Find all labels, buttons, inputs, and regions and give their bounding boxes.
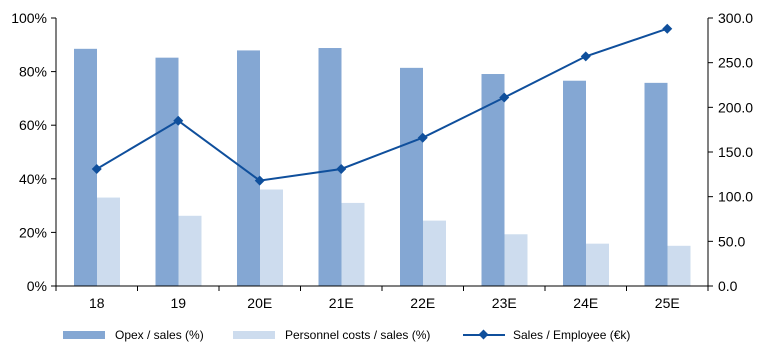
bar-opex-18 xyxy=(74,48,97,286)
x-tick-label-20E: 20E xyxy=(247,295,272,311)
bar-opex-20E xyxy=(237,50,260,286)
bar-opex-21E xyxy=(318,48,342,287)
legend-swatch-personnel xyxy=(233,331,275,339)
bar-personnel-22E xyxy=(423,220,446,286)
bar-personnel-18 xyxy=(97,197,120,286)
marker-sales-per-employee-22E xyxy=(417,132,428,143)
bar-opex-24E xyxy=(563,80,586,286)
marker-sales-per-employee-19 xyxy=(173,115,184,126)
y-right-tick-label: 300.0 xyxy=(718,10,753,26)
y-right-tick-label: 0.0 xyxy=(718,278,738,294)
marker-sales-per-employee-25E xyxy=(662,23,673,34)
x-tick-label-21E: 21E xyxy=(329,295,354,311)
legend-swatch-sales-per-employee xyxy=(463,329,505,340)
x-tick-label-19: 19 xyxy=(170,295,186,311)
bar-personnel-20E xyxy=(260,189,283,286)
bar-opex-25E xyxy=(644,82,668,286)
combo-chart: 0% 20% 40% 60% 80% 100% 0.0 50.0 100.0 150.0 200.0… xyxy=(11,10,753,311)
legend-label-personnel: Personnel costs / sales (%) xyxy=(285,328,431,342)
x-tick-label-23E: 23E xyxy=(492,295,517,311)
x-tick-label-24E: 24E xyxy=(573,295,598,311)
bar-opex-22E xyxy=(400,67,423,287)
legend-label-opex: Opex / sales (%) xyxy=(115,328,204,342)
line-sales-per-employee xyxy=(96,27,668,182)
x-tick-label-25E: 25E xyxy=(655,295,680,311)
bar-personnel-25E xyxy=(667,245,691,286)
y-left-tick-label: 20% xyxy=(19,224,47,240)
x-tick-label-18: 18 xyxy=(89,295,105,311)
y-left-tick-label: 80% xyxy=(19,64,47,80)
y-right-tick-label: 250.0 xyxy=(718,55,753,71)
bar-personnel-21E xyxy=(341,202,365,286)
y-right-tick-label: 100.0 xyxy=(718,189,753,205)
x-tick-label-22E: 22E xyxy=(410,295,435,311)
bar-personnel-24E xyxy=(586,243,609,286)
legend-item-sales-per-employee: Sales / Employee (€k) xyxy=(463,325,630,345)
y-right-tick-label: 200.0 xyxy=(718,99,753,115)
legend-swatch-opex xyxy=(63,331,105,339)
marker-sales-per-employee-20E xyxy=(254,175,265,186)
marker-sales-per-employee-18 xyxy=(91,163,102,174)
legend-item-personnel: Personnel costs / sales (%) xyxy=(233,325,430,345)
marker-sales-per-employee-23E xyxy=(499,92,510,103)
y-left-tick-label: 0% xyxy=(27,278,47,294)
legend-label-sales-per-employee: Sales / Employee (€k) xyxy=(513,328,631,342)
legend-item-opex: Opex / sales (%) xyxy=(63,325,204,345)
y-left-tick-label: 40% xyxy=(19,171,47,187)
bar-opex-19 xyxy=(155,57,179,286)
y-right-tick-label: 150.0 xyxy=(718,144,753,160)
bar-opex-23E xyxy=(481,74,505,287)
marker-sales-per-employee-21E xyxy=(336,163,347,174)
y-left-tick-label: 60% xyxy=(19,117,47,133)
bar-personnel-23E xyxy=(504,234,528,286)
y-right-tick-label: 50.0 xyxy=(718,233,745,249)
bar-personnel-19 xyxy=(178,215,202,286)
marker-sales-per-employee-24E xyxy=(580,51,591,62)
y-left-tick-label: 100% xyxy=(11,10,47,26)
legend: Opex / sales (%) Personnel costs / sales… xyxy=(0,325,760,345)
